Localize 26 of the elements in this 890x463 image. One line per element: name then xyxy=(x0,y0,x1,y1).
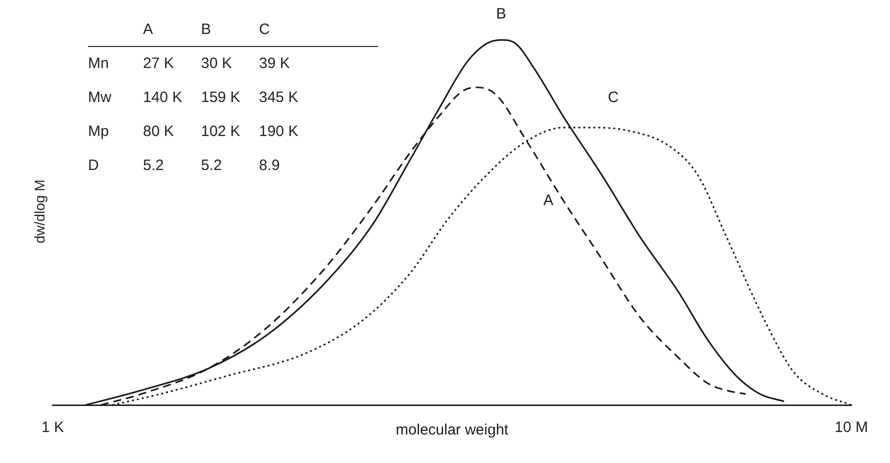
series-label: A xyxy=(543,192,554,210)
annotation: Mn xyxy=(88,54,110,72)
text: C xyxy=(259,20,271,38)
annotation: 5.2 xyxy=(143,156,165,174)
annotation: 345 K xyxy=(259,88,300,106)
series-label: C xyxy=(608,89,619,106)
annotation: 140 K xyxy=(143,88,184,106)
y-axis-title: dw/dlog M xyxy=(31,180,48,244)
annotation: 8.9 xyxy=(259,156,281,174)
x-axis-title: molecular weight xyxy=(396,422,510,439)
x-tick-label: 10 M xyxy=(834,419,868,436)
annotation: 27 K xyxy=(143,54,175,72)
annotation: Mw xyxy=(88,88,112,106)
annotation: 80 K xyxy=(143,122,175,140)
annotation: Mp xyxy=(88,122,110,140)
x-tick-label: 1 K xyxy=(42,419,64,436)
annotation: D xyxy=(88,156,100,174)
annotation: 159 K xyxy=(201,88,242,106)
annotation: 30 K xyxy=(201,54,233,72)
text: B xyxy=(201,20,212,38)
annotation: 5.2 xyxy=(201,156,223,174)
series-label: B xyxy=(496,6,506,23)
text: A xyxy=(143,20,154,38)
annotation: 190 K xyxy=(259,122,300,140)
annotation: 102 K xyxy=(201,122,242,140)
annotation: 39 K xyxy=(259,54,291,72)
